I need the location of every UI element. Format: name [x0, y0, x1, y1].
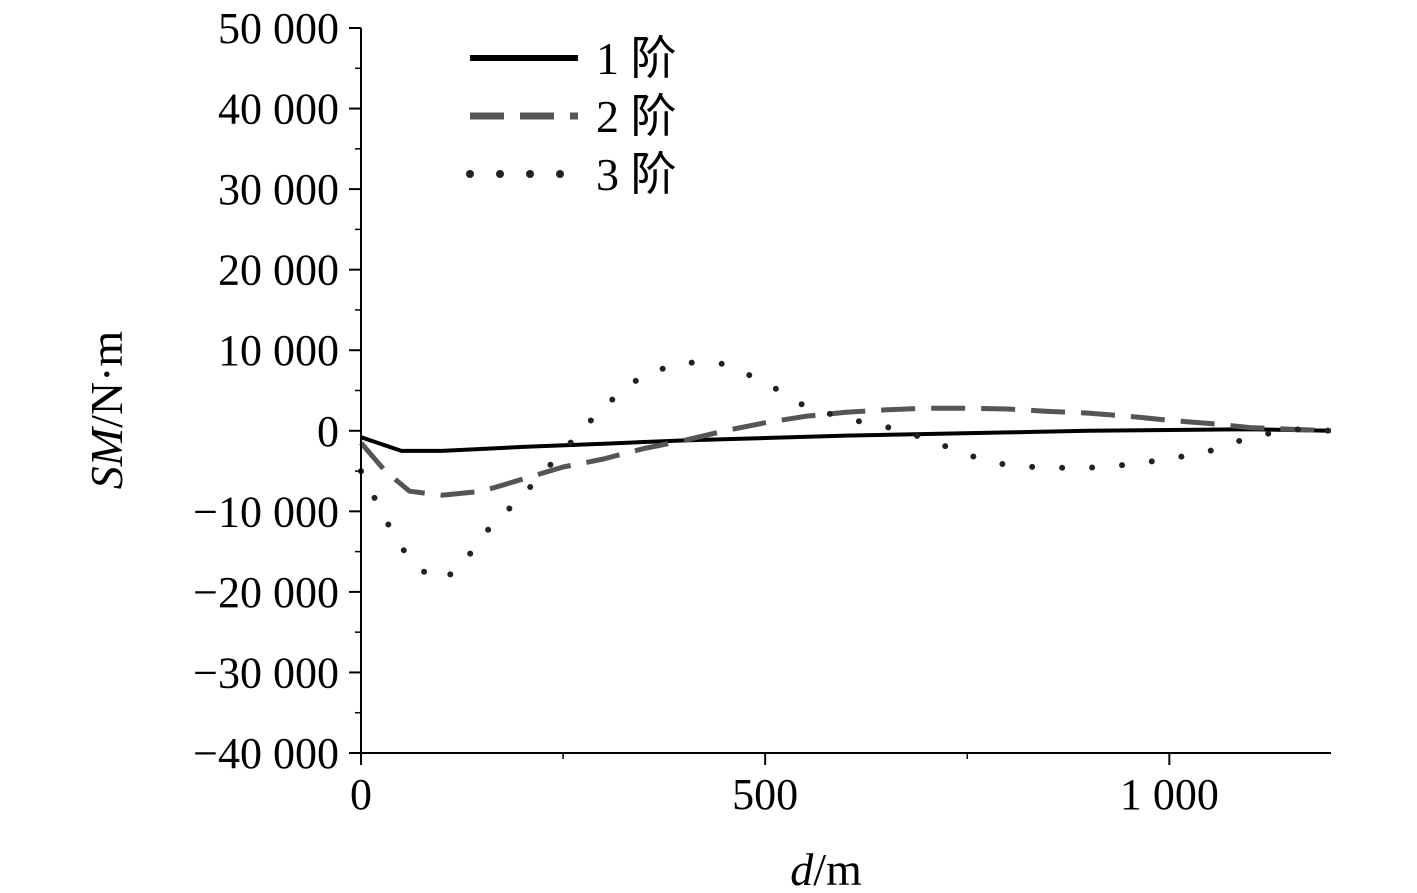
y-tick-label: 10 000: [218, 326, 339, 375]
y-tick-label: 30 000: [218, 165, 339, 214]
x-axis-label: d/m: [790, 844, 862, 893]
y-tick-label: −30 000: [193, 648, 339, 697]
y-axis-label-unit: /N·m: [81, 331, 132, 428]
plot-area: [358, 359, 1334, 583]
x-tick-label: 0: [350, 770, 372, 819]
legend-label-2: 2 阶: [596, 91, 677, 142]
legend-label-3: 3 阶: [596, 149, 677, 200]
series-line-3: [358, 359, 1334, 583]
y-tick-label: −20 000: [193, 568, 339, 617]
legend: 1 阶 2 阶 3 阶: [466, 33, 677, 200]
y-tick-label: −40 000: [193, 729, 339, 778]
x-axis-label-variable: d: [790, 844, 814, 893]
axes: 50 000 40 000 30 000 20 000 10 000 0 −10 000 −2…: [193, 4, 1331, 819]
x-axis-label-unit: /m: [813, 844, 862, 893]
y-tick-label: 40 000: [218, 85, 339, 134]
y-tick-label: 50 000: [218, 4, 339, 53]
y-tick-label: 0: [317, 407, 339, 456]
x-tick-label: 1 000: [1120, 770, 1219, 819]
y-tick-label: 20 000: [218, 246, 339, 295]
y-axis-label: SM/N·m: [81, 331, 132, 490]
y-axis-label-variable: SM: [81, 425, 132, 489]
y-tick-label: −10 000: [193, 487, 339, 536]
legend-label-1: 1 阶: [596, 33, 677, 84]
series-line-2: [359, 405, 1332, 498]
axis-labels: d/m SM/N·m: [81, 331, 862, 893]
x-tick-label: 500: [732, 770, 798, 819]
series-line-1: [360, 427, 1332, 453]
